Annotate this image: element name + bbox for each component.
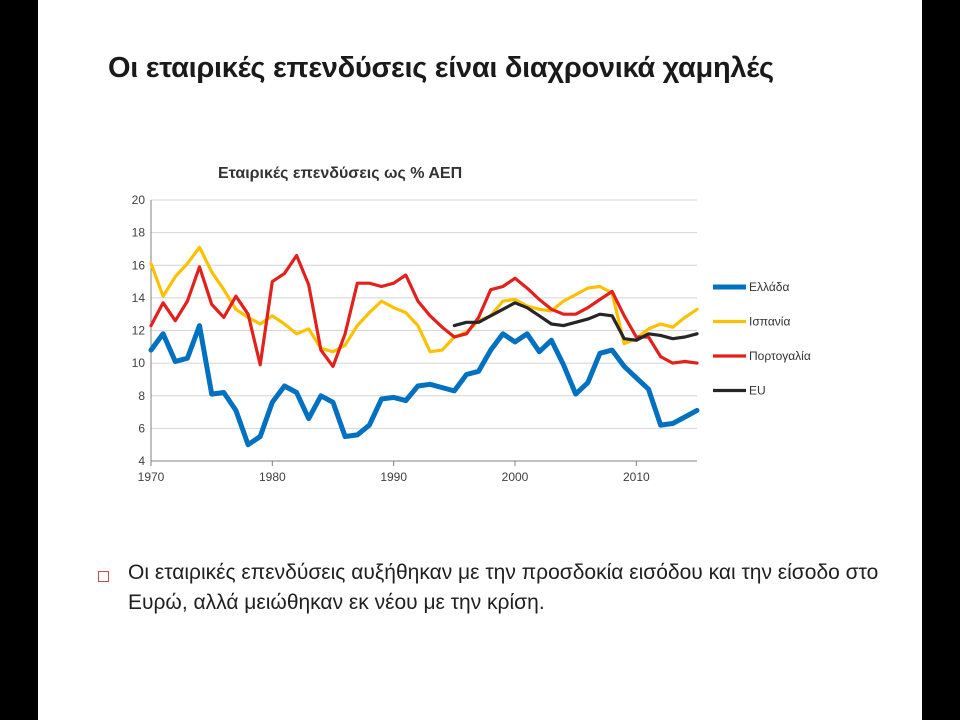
legend-label: EU	[749, 384, 766, 398]
chart-title: Εταιρικές επενδύσεις ως % ΑΕΠ	[218, 165, 462, 182]
x-axis-ticks: 1970 1980 1990 2000 2010	[138, 461, 650, 484]
series-group	[148, 245, 700, 448]
slide-title: Οι εταιρικές επενδύσεις είναι διαχρονικά…	[108, 52, 774, 84]
axes	[150, 200, 697, 462]
series-line-4	[452, 301, 699, 342]
grid-lines	[151, 199, 697, 462]
legend-label: Πορτογαλία	[749, 349, 811, 363]
y-tick-label: 4	[138, 454, 145, 468]
x-tick-label: 1970	[138, 470, 165, 484]
y-tick-label: 6	[138, 421, 145, 435]
y-tick-label: 20	[132, 193, 146, 207]
legend: Ελλάδα Ισπανία Πορτογαλία EU	[713, 280, 811, 398]
y-tick-label: 18	[132, 226, 146, 240]
x-tick-label: 2010	[623, 470, 650, 484]
series-line-3	[149, 253, 699, 368]
x-tick-label: 1980	[259, 470, 286, 484]
series-line-1	[148, 323, 700, 448]
line-chart: Εταιρικές επενδύσεις ως % ΑΕΠ 4 6 8 10 12 14 1…	[132, 165, 811, 484]
y-tick-label: 14	[132, 291, 146, 305]
y-tick-label: 8	[138, 389, 145, 403]
y-tick-label: 10	[132, 356, 146, 370]
y-tick-label: 12	[132, 324, 146, 338]
x-tick-label: 1990	[380, 470, 407, 484]
slide: Οι εταιρικές επενδύσεις είναι διαχρονικά…	[38, 0, 922, 720]
y-axis-ticks: 4 6 8 10 12 14 16 18 20	[132, 193, 146, 468]
bullet-marker	[98, 571, 109, 582]
y-tick-label: 16	[132, 258, 146, 272]
legend-label: Ισπανία	[749, 315, 790, 329]
legend-label: Ελλάδα	[749, 280, 789, 294]
bullet-text: Οι εταιρικές επενδύσεις αυξήθηκαν με την…	[128, 561, 879, 614]
x-tick-label: 2000	[502, 470, 529, 484]
series-line-2	[149, 245, 699, 354]
